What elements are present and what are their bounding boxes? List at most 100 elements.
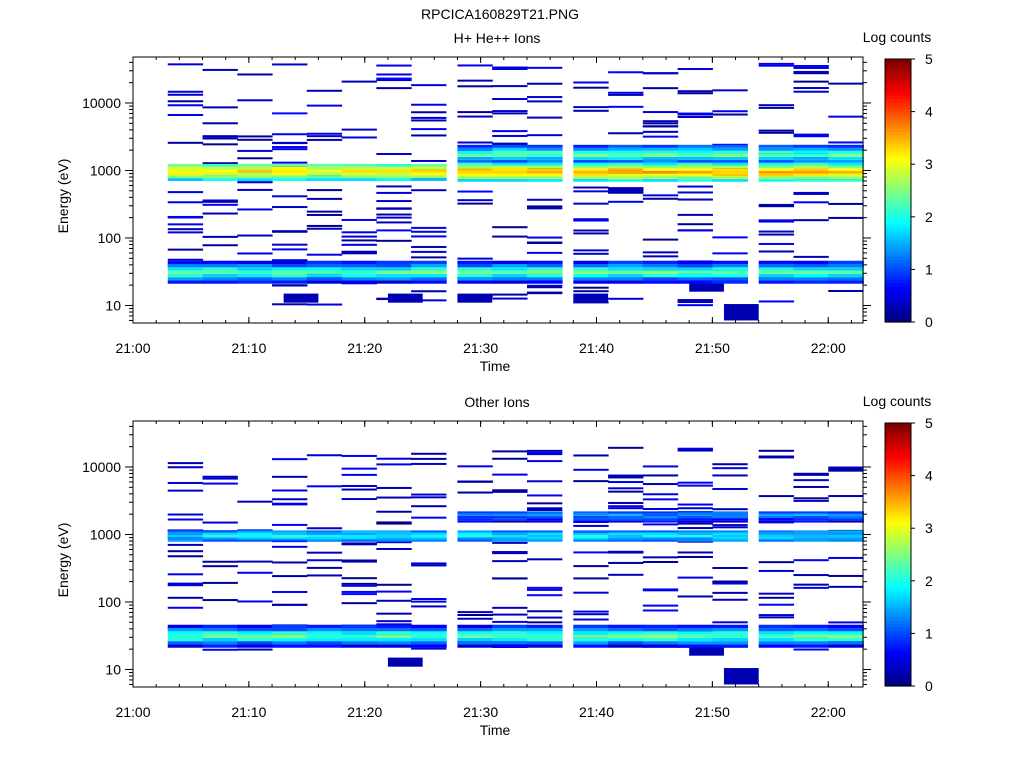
count-cell bbox=[411, 564, 447, 567]
panel-1: 21:00 21:10 21:20 21:30 21:40 21:50 22:00 Time 1… bbox=[55, 29, 933, 374]
band-cell bbox=[376, 166, 412, 170]
count-cell bbox=[793, 133, 829, 136]
count-cell bbox=[457, 491, 493, 494]
colorbar-step bbox=[885, 282, 911, 287]
count-cell bbox=[712, 591, 748, 594]
band-cell bbox=[411, 631, 447, 635]
count-block bbox=[387, 657, 423, 667]
band-cell bbox=[758, 176, 795, 180]
count-cell bbox=[202, 581, 238, 584]
count-cell bbox=[758, 495, 795, 498]
band-cell bbox=[457, 156, 494, 160]
count-block bbox=[387, 293, 423, 303]
band-cell bbox=[793, 641, 830, 645]
band-cell bbox=[526, 280, 563, 284]
band-cell bbox=[237, 273, 273, 278]
count-cell bbox=[202, 203, 238, 206]
colorbar-step bbox=[885, 108, 911, 113]
count-cell bbox=[573, 577, 609, 580]
band-cell bbox=[167, 530, 204, 533]
count-cell bbox=[376, 612, 412, 615]
band-cell bbox=[457, 628, 494, 632]
band-cell bbox=[376, 163, 412, 167]
band-cell bbox=[306, 169, 343, 173]
band-cell bbox=[202, 534, 239, 538]
band-cell bbox=[642, 644, 679, 648]
band-cell bbox=[411, 624, 447, 629]
count-cell bbox=[712, 582, 748, 585]
count-cell bbox=[642, 255, 679, 258]
y-tick-label: 1000 bbox=[90, 162, 121, 178]
band-cell bbox=[608, 173, 644, 177]
band-cell bbox=[793, 628, 830, 632]
band-cell bbox=[492, 270, 528, 274]
band-cell bbox=[411, 163, 447, 167]
count-block bbox=[283, 293, 319, 303]
band-cell bbox=[526, 150, 563, 154]
count-cell bbox=[376, 486, 412, 489]
count-block bbox=[457, 293, 493, 303]
band-cell bbox=[457, 270, 494, 274]
band-cell bbox=[167, 178, 204, 181]
band-cell bbox=[828, 644, 864, 648]
band-cell bbox=[758, 530, 795, 533]
band-cell bbox=[758, 539, 795, 542]
count-cell bbox=[573, 229, 609, 232]
colorbar: 0 1 2 3 4 5 Log counts bbox=[863, 29, 933, 330]
band-cell bbox=[306, 163, 343, 167]
count-cell bbox=[608, 132, 644, 135]
count-cell bbox=[411, 597, 447, 600]
band-cell bbox=[712, 264, 749, 268]
band-cell bbox=[306, 166, 343, 170]
y-tick-label: 1000 bbox=[90, 526, 121, 542]
x-tick-label: 21:10 bbox=[231, 704, 266, 720]
band-cell bbox=[608, 179, 644, 182]
colorbar-step bbox=[885, 246, 911, 251]
count-cell bbox=[573, 468, 609, 471]
panel-title: H+ He++ Ions bbox=[454, 30, 541, 46]
colorbar-step bbox=[885, 613, 911, 618]
band-cell bbox=[457, 641, 494, 645]
count-cell bbox=[828, 495, 864, 498]
count-cell bbox=[341, 498, 377, 501]
y-axis-label: Energy (eV) bbox=[55, 159, 71, 234]
band-cell bbox=[341, 163, 378, 167]
count-cell bbox=[758, 106, 795, 109]
band-cell bbox=[573, 176, 609, 180]
count-cell bbox=[526, 507, 563, 510]
colorbar-step bbox=[885, 636, 911, 641]
count-cell bbox=[526, 116, 563, 119]
band-cell bbox=[712, 637, 749, 642]
count-cell bbox=[793, 485, 829, 488]
count-cell bbox=[341, 488, 377, 491]
count-cell bbox=[341, 560, 377, 563]
count-cell bbox=[272, 475, 308, 478]
band-cell bbox=[573, 534, 609, 538]
count-cell bbox=[828, 585, 864, 588]
band-cell bbox=[526, 637, 563, 642]
band-cell bbox=[642, 641, 679, 645]
band-cell bbox=[828, 641, 864, 645]
band-cell bbox=[237, 264, 273, 268]
count-cell bbox=[411, 134, 447, 137]
count-cell bbox=[376, 77, 412, 80]
count-cell bbox=[272, 545, 308, 548]
count-cell bbox=[237, 529, 273, 532]
count-cell bbox=[167, 90, 204, 93]
count-cell bbox=[306, 227, 343, 230]
x-axis-label: Time bbox=[480, 358, 511, 374]
band-cell bbox=[608, 637, 644, 642]
count-cell bbox=[608, 446, 644, 449]
count-cell bbox=[167, 228, 204, 231]
band-cell bbox=[758, 537, 795, 540]
count-cell bbox=[492, 293, 528, 296]
colorbar-step bbox=[885, 574, 911, 579]
count-cell bbox=[526, 616, 563, 619]
count-cell bbox=[376, 599, 412, 602]
count-cell bbox=[202, 521, 238, 524]
count-cell bbox=[642, 589, 679, 592]
band-cell bbox=[712, 170, 749, 174]
count-cell bbox=[712, 113, 748, 116]
x-tick-label: 21:00 bbox=[115, 340, 150, 356]
count-cell bbox=[758, 592, 795, 595]
